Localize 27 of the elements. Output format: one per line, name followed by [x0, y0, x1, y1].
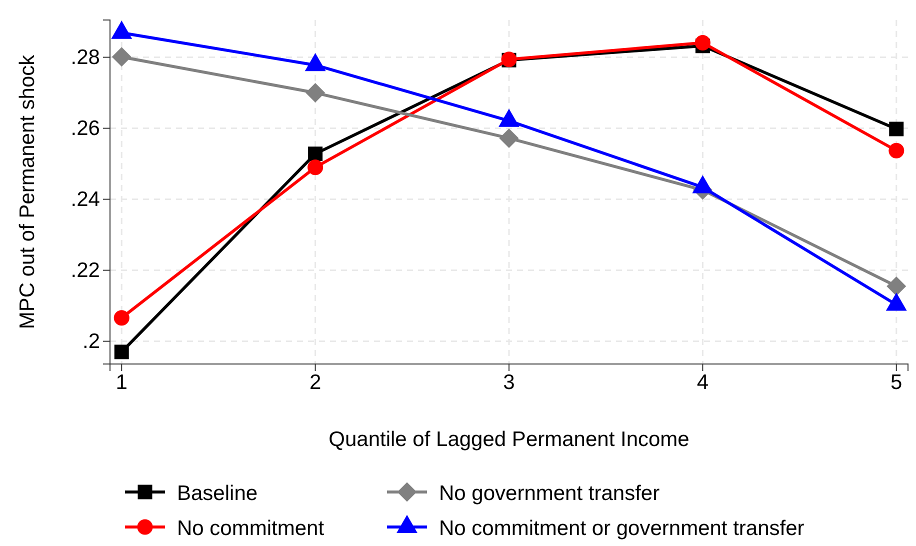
point [112, 47, 132, 67]
y-tick-label: .28 [70, 46, 100, 69]
point [889, 122, 904, 136]
x-tick-label: 4 [696, 370, 709, 394]
point [308, 160, 324, 176]
legend-label: No government transfer [439, 482, 660, 505]
point [308, 146, 323, 162]
point [886, 276, 906, 296]
point [114, 310, 130, 326]
y-tick-label: .22 [70, 259, 100, 282]
x-tick-label: 5 [890, 370, 902, 394]
point [499, 128, 519, 148]
x-tick-label: 3 [503, 370, 515, 394]
point [888, 142, 904, 158]
legend-label: Baseline [177, 482, 258, 505]
x-axis-title: Quantile of Lagged Permanent Income [328, 428, 690, 451]
y-tick-label: .24 [70, 188, 100, 211]
point [694, 34, 710, 50]
legend-label: No commitment [177, 517, 324, 540]
legend-label: No commitment or government transfer [439, 517, 804, 540]
point [114, 344, 129, 360]
x-tick-label: 2 [309, 370, 322, 394]
point [306, 83, 326, 103]
x-tick-label: 1 [116, 370, 128, 394]
y-tick-label: .26 [70, 116, 100, 140]
y-tick-label: .2 [82, 330, 100, 353]
y-axis-title: MPC out of Permanent shock [16, 54, 39, 330]
